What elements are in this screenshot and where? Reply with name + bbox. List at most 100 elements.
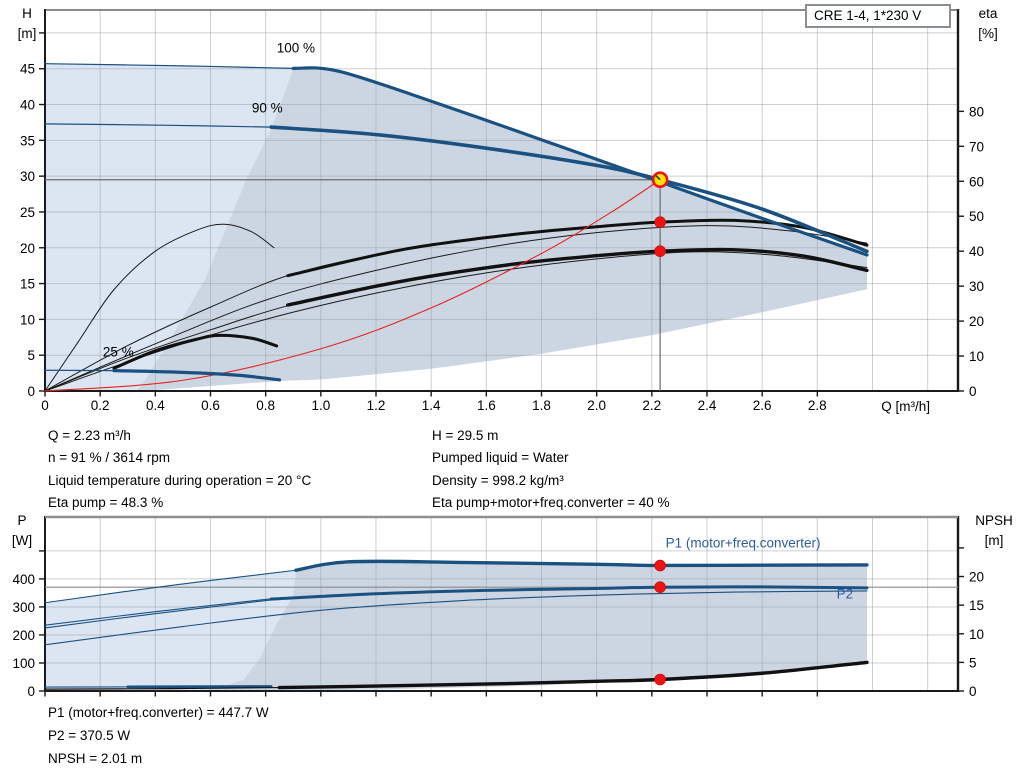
duty-data-right: H = 29.5 m Pumped liquid = Water Density… <box>432 425 670 515</box>
axis-title: [W] <box>12 533 32 548</box>
y-tick-label: 400 <box>12 572 35 587</box>
curve-90pct <box>269 125 869 254</box>
npsh-thin <box>44 686 281 690</box>
speed-label-25: 25 % <box>103 345 134 360</box>
p1-curve <box>294 559 869 572</box>
curve-25pct <box>112 368 282 382</box>
y-tick-label: 10 <box>969 627 984 642</box>
curve-100pct-thin <box>44 63 294 69</box>
eta-total-thick <box>286 247 869 307</box>
p2-curve <box>269 585 869 601</box>
x-axis-label: Q [m³/h] <box>881 399 930 414</box>
y-tick-label: 25 <box>20 205 35 220</box>
eta-pump-text: Eta pump = 48.3 % <box>48 495 164 511</box>
eta-pump-90pct-thin <box>44 225 868 392</box>
curve-90pct-thin <box>44 123 272 128</box>
y-tick-label: 0 <box>27 384 35 399</box>
y-tick-label: 15 <box>969 598 984 613</box>
p2-100pct-thin-a <box>44 598 272 626</box>
y-tick-label: 0 <box>969 684 977 699</box>
y-tick-label: 0 <box>969 384 977 399</box>
envelope-light <box>45 63 294 392</box>
x-tick-label: 1.0 <box>311 398 330 413</box>
eta-total-text: Eta pump+motor+freq.converter = 40 % <box>432 495 670 511</box>
speed-label-90: 90 % <box>252 100 283 115</box>
power-data-block: P1 (motor+freq.converter) = 447.7 W P2 =… <box>48 701 269 770</box>
envelope-light <box>45 570 297 691</box>
x-tick-label: 2.4 <box>698 398 717 413</box>
pump-model-label: CRE 1-4, 1*230 V <box>814 8 922 23</box>
y-tick-label: 35 <box>20 133 35 148</box>
x-tick-label: 0.8 <box>256 398 275 413</box>
duty-q-text: Q = 2.23 m³/h <box>48 428 131 443</box>
duty-point-arrow <box>655 174 661 181</box>
speed-label-100: 100 % <box>277 40 315 55</box>
x-tick-label: 0.2 <box>91 398 110 413</box>
npsh-value-text: NPSH = 2.01 m <box>48 751 143 766</box>
y-tick-label: 10 <box>20 312 35 327</box>
x-tick-label: 2.6 <box>753 398 772 413</box>
curve-100pct <box>291 66 869 257</box>
p2-90pct-thin <box>44 590 868 646</box>
gridlines <box>45 10 958 391</box>
duty-h-text: H = 29.5 m <box>432 428 499 443</box>
liquid-temp-text: Liquid temperature during operation = 20… <box>48 472 312 488</box>
p1-value-text: P1 (motor+freq.converter) = 447.7 W <box>48 705 269 720</box>
pumped-liquid-text: Pumped liquid = Water <box>432 450 569 466</box>
axis-title: [%] <box>978 26 998 41</box>
npsh-dot <box>654 673 666 686</box>
y-tick-label: 50 <box>969 209 984 224</box>
envelope-dark <box>136 68 867 391</box>
axis-title: H <box>22 6 32 21</box>
axis-title: [m] <box>985 533 1004 548</box>
duty-speed-text: n = 91 % / 3614 rpm <box>48 450 170 466</box>
y-tick-label: 60 <box>969 174 984 189</box>
p2-100pct-thin-b <box>44 599 272 629</box>
qh-eta-chart: 0 0.2 0.4 0.6 0.8 1.0 1.2 1.4 1.6 1.8 2.0 2.2 2.4 2.6… <box>18 6 998 414</box>
y-tick-label: 70 <box>969 139 984 154</box>
axis-title: P <box>17 513 26 528</box>
x-tick-label: 1.2 <box>367 398 386 413</box>
y-tick-label: 20 <box>969 570 984 585</box>
eta-pump-thick <box>286 218 869 278</box>
y-tick-label: 15 <box>20 277 35 292</box>
eta-total-25pct-thick <box>112 333 279 370</box>
y-tick-label: 10 <box>969 349 984 364</box>
y-tick-label: 300 <box>12 600 35 615</box>
eta-pump-dot <box>654 216 666 228</box>
x-tick-label: 1.4 <box>422 398 441 413</box>
p1-100pct-thin <box>44 569 297 604</box>
x-tick-label: 2.8 <box>808 398 827 413</box>
pump-model-badge: CRE 1-4, 1*230 V <box>805 4 951 28</box>
p2-label: P2 <box>837 587 854 602</box>
y-tick-label: 0 <box>27 684 35 699</box>
y-tick-label: 45 <box>20 62 35 77</box>
p1-dot <box>654 559 666 572</box>
x-tick-label: 2.2 <box>642 398 661 413</box>
p1-label: P1 (motor+freq.converter) <box>666 536 821 551</box>
eta-total-dot <box>654 245 666 257</box>
x-tick-label: 0.4 <box>146 398 165 413</box>
eta-pump-25pct <box>44 223 275 392</box>
power-npsh-chart: 0 100 200 300 400 P [W] 0 5 10 15 20 NPSH [m] P1 (moto… <box>12 513 1013 699</box>
x-tick-label: 1.8 <box>532 398 551 413</box>
axis-title: [m] <box>18 26 37 41</box>
duty-data-left: Q = 2.23 m³/h n = 91 % / 3614 rpm Liquid… <box>48 425 311 515</box>
p2-dot <box>654 581 666 593</box>
p2-value-text: P2 = 370.5 W <box>48 728 131 743</box>
npsh-curve <box>277 660 869 690</box>
axis-title: eta <box>979 6 998 21</box>
x-tick-label: 1.6 <box>477 398 496 413</box>
y-tick-label: 100 <box>12 656 35 671</box>
y-tick-label: 5 <box>27 348 35 363</box>
affinity-parabola <box>44 179 661 392</box>
y-tick-label: 40 <box>969 244 984 259</box>
x-tick-label: 0 <box>41 398 49 413</box>
y-tick-label: 20 <box>20 241 35 256</box>
x-tick-label: 0.6 <box>201 398 220 413</box>
y-tick-label: 30 <box>969 279 984 294</box>
density-text: Density = 998.2 kg/m³ <box>432 472 564 488</box>
y-tick-label: 80 <box>969 104 984 119</box>
